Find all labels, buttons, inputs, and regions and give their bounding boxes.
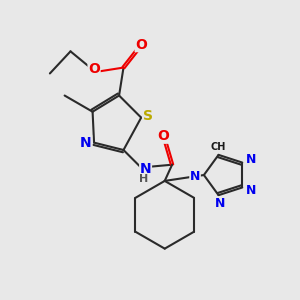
Text: H: H bbox=[140, 174, 149, 184]
Text: N: N bbox=[190, 170, 200, 183]
Text: N: N bbox=[140, 162, 152, 176]
Text: O: O bbox=[157, 129, 169, 143]
Text: O: O bbox=[135, 38, 147, 52]
Text: CH: CH bbox=[211, 142, 226, 152]
Text: S: S bbox=[142, 109, 153, 123]
Text: N: N bbox=[80, 136, 92, 150]
Text: N: N bbox=[246, 184, 256, 197]
Text: O: O bbox=[88, 62, 100, 76]
Text: N: N bbox=[215, 197, 225, 210]
Text: N: N bbox=[246, 153, 256, 166]
